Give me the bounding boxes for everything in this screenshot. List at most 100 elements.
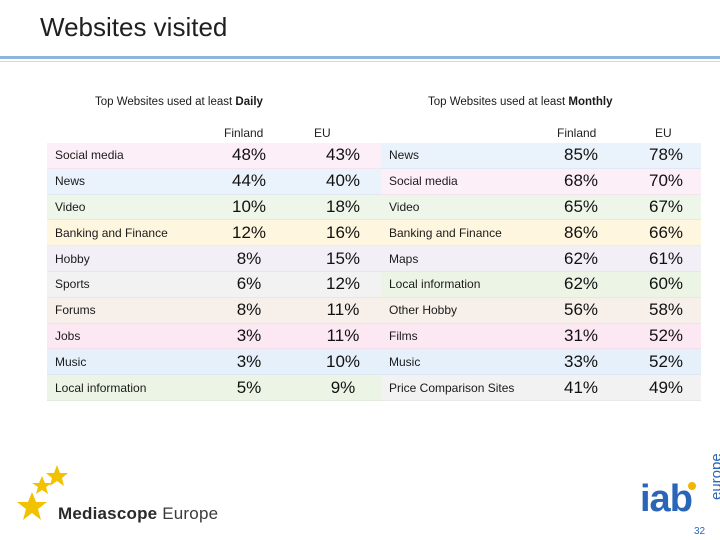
monthly-caption-prefix: Top Websites used at least — [428, 96, 569, 108]
header-rule-thin — [0, 61, 720, 62]
page-title: Websites visited — [40, 12, 228, 42]
iab-dot-icon — [688, 482, 696, 490]
finland-value: 62% — [563, 248, 599, 268]
finland-value: 85% — [563, 145, 599, 165]
finland-value: 8% — [236, 248, 262, 268]
row-label: Maps — [389, 251, 419, 266]
row-label: Jobs — [55, 328, 81, 343]
eu-value: 61% — [648, 248, 684, 268]
eu-value: 40% — [325, 171, 361, 191]
monthly-table-row: Banking and Finance 86% 66% — [381, 220, 701, 247]
daily-table-row: Video 10% 18% — [47, 194, 382, 221]
row-label: Other Hobby — [389, 303, 458, 318]
finland-value: 62% — [563, 274, 599, 294]
daily-col-finland: Finland — [224, 126, 264, 140]
daily-table-row: Forums 8% 11% — [47, 297, 382, 324]
header-rule — [0, 56, 720, 59]
eu-value: 60% — [648, 274, 684, 294]
monthly-caption: Top Websites used at least Monthly — [428, 96, 613, 108]
daily-table-row: Banking and Finance 12% 16% — [47, 220, 382, 247]
iab-logo: iab — [640, 478, 693, 520]
daily-caption: Top Websites used at least Daily — [95, 96, 263, 108]
eu-value: 43% — [325, 145, 361, 165]
daily-table-row: Sports 6% 12% — [47, 271, 382, 298]
monthly-col-eu: EU — [655, 126, 672, 140]
daily-caption-bold: Daily — [235, 96, 263, 108]
row-label: Price Comparison Sites — [389, 380, 515, 395]
eu-value: 10% — [325, 351, 361, 371]
row-label: Social media — [389, 174, 458, 189]
monthly-table-row: Music 33% 52% — [381, 349, 701, 376]
daily-table-row: Hobby 8% 15% — [47, 246, 382, 272]
eu-value: 58% — [648, 300, 684, 320]
row-label: News — [389, 148, 420, 163]
finland-value: 8% — [236, 300, 262, 320]
daily-table: Social media 48% 43% News 44% 40% Video 10% 18% B… — [47, 143, 382, 401]
row-label: Video — [389, 199, 420, 214]
finland-value: 56% — [563, 300, 599, 320]
finland-value: 33% — [563, 351, 599, 371]
page-number: 32 — [694, 526, 706, 537]
row-label: Forums — [55, 303, 96, 318]
brand-bold: Mediascope — [58, 504, 158, 523]
monthly-table-row: Local information 62% 60% — [381, 271, 701, 298]
finland-value: 5% — [236, 377, 262, 397]
eu-value: 12% — [325, 274, 361, 294]
eu-value: 52% — [648, 351, 684, 371]
finland-value: 3% — [236, 351, 262, 371]
eu-value: 9% — [330, 377, 356, 397]
row-label: Music — [55, 354, 87, 369]
row-label: Local information — [55, 380, 147, 395]
stars-logo-icon — [17, 465, 68, 520]
row-label: Local information — [389, 277, 481, 292]
finland-value: 31% — [563, 325, 599, 345]
daily-table-row: Jobs 3% 11% — [47, 323, 382, 350]
monthly-table-row: Price Comparison Sites 41% 49% — [381, 375, 701, 401]
eu-value: 16% — [325, 222, 361, 242]
monthly-col-finland: Finland — [557, 126, 597, 140]
finland-value: 48% — [231, 145, 267, 165]
monthly-table-row: Films 31% 52% — [381, 323, 701, 350]
row-label: Music — [389, 354, 421, 369]
daily-col-eu: EU — [314, 126, 331, 140]
monthly-table-row: Maps 62% 61% — [381, 246, 701, 272]
monthly-table-row: News 85% 78% — [381, 143, 701, 169]
brand-rest: Europe — [157, 504, 219, 523]
finland-value: 44% — [231, 171, 267, 191]
finland-value: 86% — [563, 222, 599, 242]
eu-value: 18% — [325, 196, 361, 216]
eu-value: 70% — [648, 171, 684, 191]
daily-table-row: News 44% 40% — [47, 168, 382, 195]
row-label: Social media — [55, 148, 124, 163]
monthly-caption-bold: Monthly — [568, 96, 613, 108]
row-label: News — [55, 174, 86, 189]
eu-value: 11% — [326, 300, 360, 320]
row-label: Hobby — [55, 251, 90, 266]
finland-value: 68% — [563, 171, 599, 191]
finland-value: 6% — [236, 274, 262, 294]
row-label: Video — [55, 199, 86, 214]
eu-value: 11% — [326, 325, 360, 345]
iab-europe-text: europe — [708, 453, 720, 500]
finland-value: 12% — [231, 222, 267, 242]
finland-value: 41% — [563, 377, 599, 397]
row-label: Sports — [55, 277, 90, 292]
monthly-table-row: Other Hobby 56% 58% — [381, 297, 701, 324]
daily-table-row: Social media 48% 43% — [47, 143, 382, 169]
eu-value: 78% — [648, 145, 684, 165]
mediascope-logo: Mediascope Europe — [58, 504, 218, 524]
finland-value: 3% — [236, 325, 262, 345]
daily-table-row: Music 3% 10% — [47, 349, 382, 376]
eu-value: 49% — [648, 377, 684, 397]
eu-value: 67% — [648, 196, 684, 216]
finland-value: 65% — [563, 196, 599, 216]
eu-value: 66% — [648, 222, 684, 242]
row-label: Banking and Finance — [389, 225, 502, 240]
eu-value: 52% — [648, 325, 684, 345]
daily-table-row: Local information 5% 9% — [47, 375, 382, 401]
monthly-table: News 85% 78% Social media 68% 70% Video 65% 67% B… — [381, 143, 701, 401]
monthly-table-row: Video 65% 67% — [381, 194, 701, 221]
finland-value: 10% — [231, 196, 267, 216]
eu-value: 15% — [325, 248, 361, 268]
row-label: Films — [389, 328, 418, 343]
